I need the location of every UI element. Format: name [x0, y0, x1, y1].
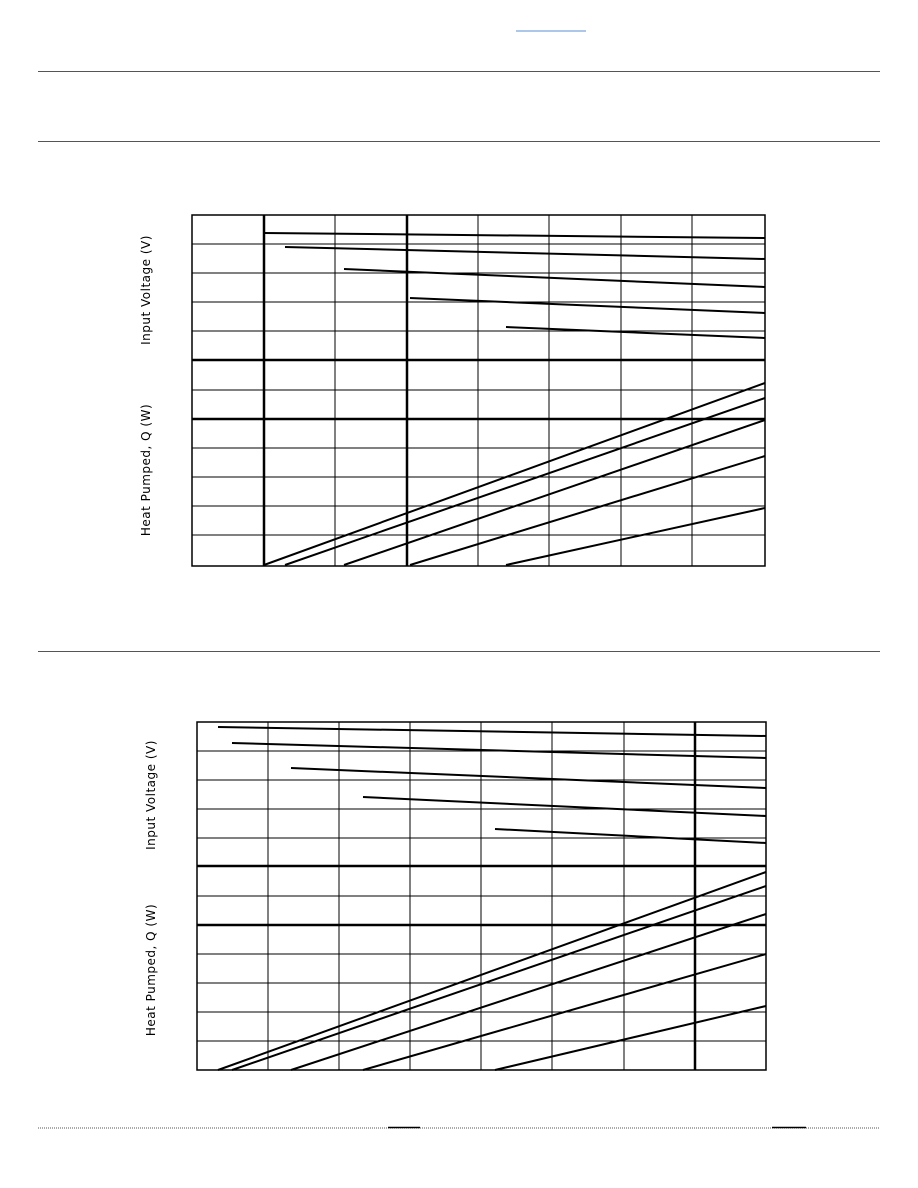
- axis-label: Heat Pumped, Q (W): [139, 404, 153, 536]
- axis-label: Input Voltage (V): [139, 235, 153, 345]
- chart-curves: [263, 232, 766, 566]
- chart-grid: [196, 721, 767, 1071]
- chart-curves: [217, 726, 767, 1071]
- axis-label: Input Voltage (V): [144, 740, 158, 850]
- axis-label: Heat Pumped, Q (W): [144, 904, 158, 1036]
- chart-grid: [191, 214, 766, 567]
